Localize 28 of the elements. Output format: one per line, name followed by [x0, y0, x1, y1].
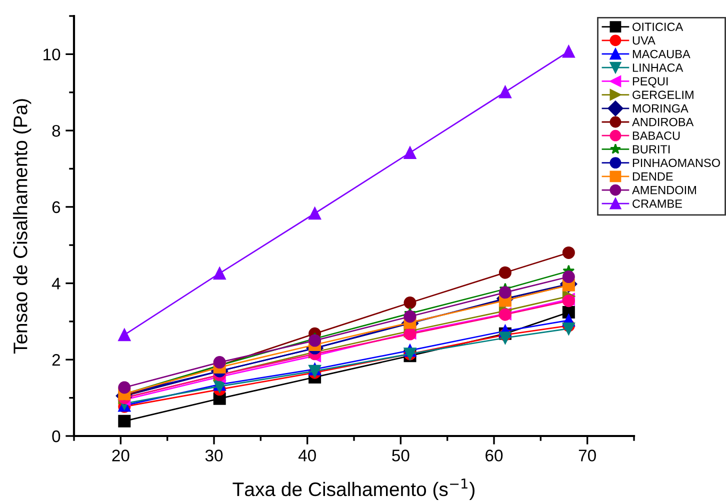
y-tick-label: 10	[44, 48, 60, 60]
y-tick-label: 4	[52, 278, 60, 290]
legend-label: PINHAOMANSO	[632, 158, 720, 168]
x-tick-label: 60	[486, 450, 503, 462]
legend-label: ANDIROBA	[632, 118, 694, 126]
legend-label: OITICICA	[632, 22, 684, 32]
legend-label: AMENDOIM	[632, 186, 696, 194]
x-tick-label: 20	[112, 450, 130, 462]
y-tick-label: 2	[52, 354, 60, 366]
legend-label: BURITI	[632, 145, 670, 154]
legend-label: BABACU	[632, 131, 680, 140]
x-tick-label: 40	[298, 450, 316, 462]
legend-label: CRAMBE	[632, 200, 682, 208]
legend-label: PEQUI	[632, 77, 668, 88]
y-tick-label: 0	[52, 430, 60, 442]
y-tick-label: 6	[52, 201, 60, 214]
y-axis-title: Tensao de Cisalhamento (Pa)	[13, 99, 32, 354]
x-tick-label: 70	[578, 450, 596, 462]
x-axis-title: Taxa de Cisalhamento (s$^{−1}$)	[232, 478, 474, 500]
legend-label: LINHACA	[632, 63, 684, 72]
legend-label: GERGELIM	[632, 90, 694, 100]
legend-label: DENDE	[632, 172, 673, 181]
legend-label: MORINGA	[632, 104, 688, 113]
legend-label: MACAUBA	[632, 50, 690, 58]
y-tick-label: 8	[52, 124, 60, 137]
x-tick-label: 30	[205, 450, 223, 462]
legend-label: UVA	[632, 36, 656, 45]
x-tick-label: 50	[392, 450, 410, 462]
